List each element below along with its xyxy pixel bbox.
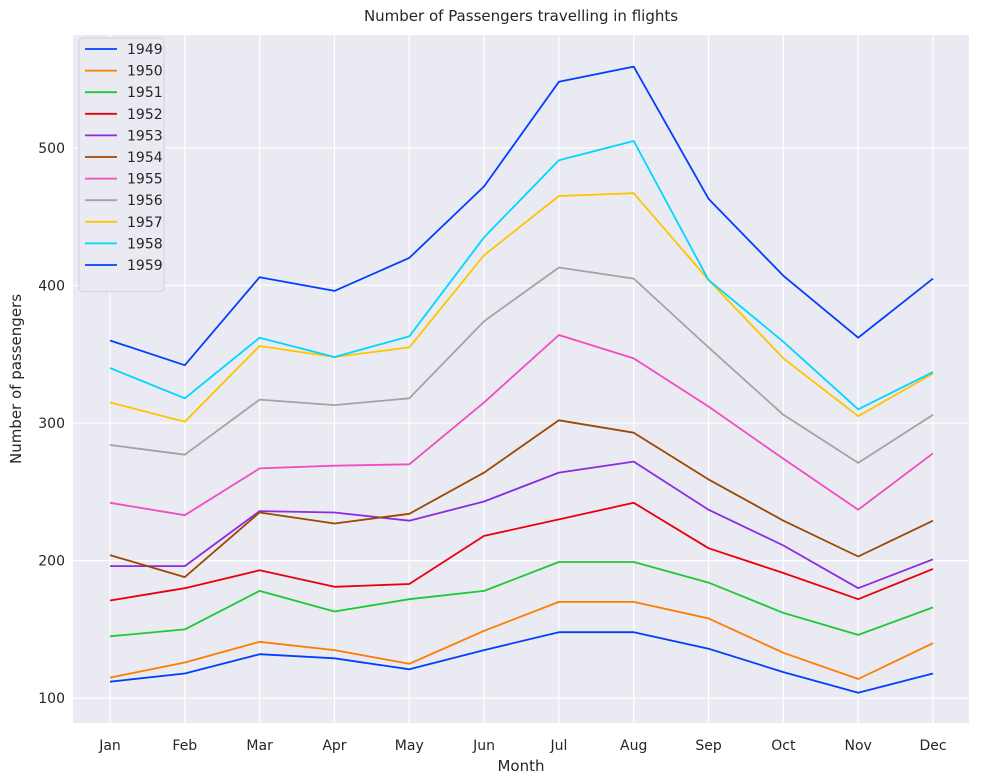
- series-line-1955: [109, 334, 934, 517]
- legend-label: 1956: [127, 193, 163, 209]
- series-line-1954: [109, 419, 934, 578]
- x-tick-label: Jul: [549, 738, 567, 754]
- legend-label: 1959: [127, 258, 163, 274]
- series-line-1952: [109, 501, 934, 602]
- x-axis-label: Month: [497, 757, 544, 775]
- x-tick-label: Apr: [322, 738, 346, 754]
- series-lines: [109, 65, 934, 694]
- x-tick-label: Nov: [845, 738, 872, 754]
- series-line-1951: [109, 561, 934, 638]
- legend-label: 1949: [127, 42, 163, 58]
- legend-box: [78, 37, 165, 293]
- series-line-1953: [110, 460, 934, 590]
- series-line-1949: [109, 631, 934, 694]
- y-tick-label: 200: [38, 554, 65, 570]
- legend-label: 1950: [127, 64, 163, 80]
- grid-lines: [73, 35, 969, 723]
- legend-label: 1952: [127, 107, 163, 123]
- legend-label: 1953: [127, 128, 163, 144]
- y-axis-label: Number of passengers: [7, 294, 25, 464]
- x-tick-label: Mar: [246, 738, 273, 754]
- y-tick-label: 400: [38, 278, 65, 294]
- x-tick-label: Aug: [620, 738, 647, 754]
- y-tick-labels: 100 200 300 400 500: [38, 141, 65, 707]
- x-tick-label: Dec: [919, 738, 946, 754]
- plot-area: [73, 35, 969, 723]
- legend-label: 1951: [127, 85, 163, 101]
- legend: 1949 1950 1951 1952 1953 1954 1955 1956 1957 1958…: [78, 37, 165, 293]
- series-line-1956: [109, 266, 934, 464]
- x-tick-label: Feb: [172, 738, 197, 754]
- series-line-1950: [109, 601, 934, 680]
- series-line-1958: [109, 140, 934, 411]
- x-tick-label: Oct: [771, 738, 796, 754]
- x-tick-label: Jun: [472, 738, 495, 754]
- chart-title: Number of Passengers travelling in fligh…: [364, 7, 678, 25]
- y-tick-label: 300: [38, 416, 65, 432]
- x-tick-label: May: [395, 738, 424, 754]
- x-tick-labels: Jan Feb Mar Apr May Jun Jul Aug Sep Oct Nov Dec: [98, 738, 946, 754]
- legend-label: 1954: [127, 150, 163, 166]
- x-tick-label: Sep: [695, 738, 722, 754]
- legend-label: 1957: [127, 215, 163, 231]
- y-tick-label: 100: [38, 691, 65, 707]
- legend-label: 1958: [127, 236, 163, 252]
- series-line-1959: [109, 65, 934, 367]
- series-line-1957: [109, 192, 934, 423]
- x-tick-label: Jan: [98, 738, 121, 754]
- y-tick-label: 500: [38, 141, 65, 157]
- legend-label: 1955: [127, 172, 163, 188]
